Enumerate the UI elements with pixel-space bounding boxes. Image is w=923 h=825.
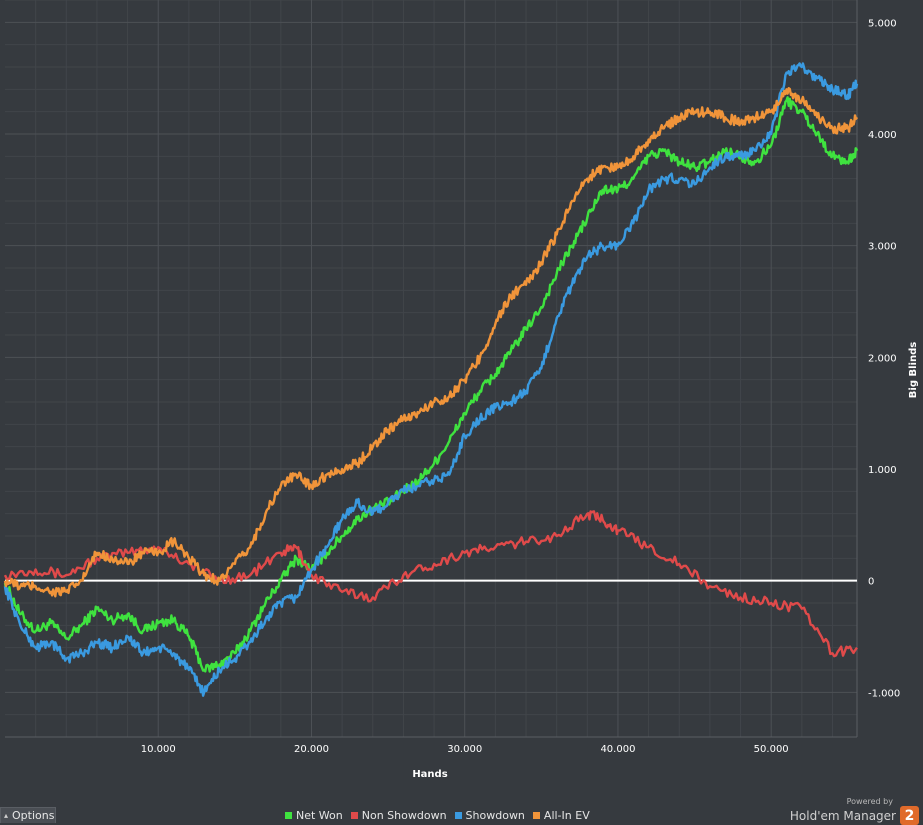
x-tick-label: 40.000 xyxy=(600,744,635,755)
series-line-showdown xyxy=(3,62,859,697)
legend-item-all-in-ev[interactable]: All-In EV xyxy=(532,808,590,822)
powered-by-text: Powered by xyxy=(846,797,893,806)
series-line-non-showdown xyxy=(3,510,858,658)
legend-item-non-showdown[interactable]: Non Showdown xyxy=(350,808,447,822)
legend-swatch xyxy=(454,811,462,819)
legend-item-showdown[interactable]: Showdown xyxy=(454,808,525,822)
brand-logo-icon: 2 xyxy=(900,806,919,825)
x-tick-label: 50.000 xyxy=(754,744,789,755)
series-line-net-won xyxy=(3,96,859,673)
series-lines xyxy=(3,62,859,697)
caret-icon: ▴ xyxy=(4,811,9,820)
options-button[interactable]: ▴ Options xyxy=(0,807,56,823)
x-tick-label: 20.000 xyxy=(294,744,329,755)
y-tick-label: 3.000 xyxy=(868,242,897,253)
x-axis-ticks: 10.000 20.000 30.000 40.000 50.000 xyxy=(141,744,789,755)
y-tick-label: -1.000 xyxy=(868,688,900,699)
legend-swatch xyxy=(285,811,292,819)
legend-label: Non Showdown xyxy=(361,808,447,822)
y-tick-label: 4.000 xyxy=(868,130,897,141)
brand-name: Hold'em Manager xyxy=(789,808,896,823)
y-tick-label: 2.000 xyxy=(868,353,897,364)
x-tick-label: 30.000 xyxy=(447,744,482,755)
y-tick-label: 1.000 xyxy=(868,465,897,476)
legend-label: Net Won xyxy=(296,808,343,822)
legend-label: Showdown xyxy=(465,808,525,822)
y-tick-label: 0 xyxy=(868,577,874,588)
y-axis-ticks: -1.000 0 1.000 2.000 3.000 4.000 5.000 xyxy=(868,18,900,699)
legend-label: All-In EV xyxy=(543,808,590,822)
branding: Powered by Hold'em Manager 2 xyxy=(790,797,919,825)
x-tick-label: 10.000 xyxy=(141,744,176,755)
options-label: Options xyxy=(12,809,55,822)
legend-item-net-won[interactable]: Net Won xyxy=(285,809,343,822)
y-axis-title: Big Blinds xyxy=(908,342,919,398)
y-tick-label: 5.000 xyxy=(868,18,897,29)
legend-swatch xyxy=(532,811,540,819)
legend-swatch xyxy=(350,811,358,819)
series-line-all-in-ev xyxy=(3,86,859,598)
legend: Net Won Non Showdown Showdown All-In EV xyxy=(285,807,590,823)
grid xyxy=(5,0,858,738)
x-axis-title: Hands xyxy=(412,769,447,780)
